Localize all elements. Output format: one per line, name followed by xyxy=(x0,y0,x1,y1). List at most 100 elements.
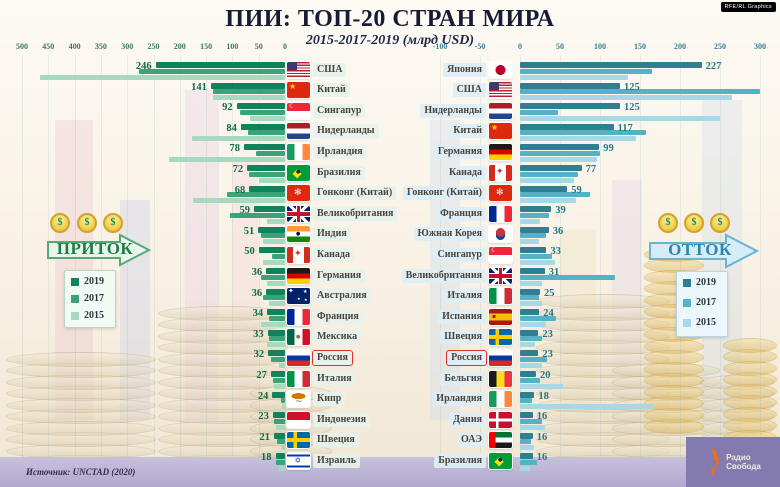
value-label: 16 xyxy=(536,411,548,423)
value-label: 92 xyxy=(222,102,233,114)
bar-2017 xyxy=(280,398,285,404)
axis-tick: 200 xyxy=(674,42,686,51)
flag-emblem: ✦ xyxy=(288,288,294,296)
legend-item: 2019 xyxy=(71,276,104,287)
bar-2017 xyxy=(268,336,285,342)
dollar-coin-icon: $ xyxy=(710,213,730,233)
country-label: Мексика xyxy=(313,330,362,345)
credit-badge: RFE/RL Graphics xyxy=(720,2,776,12)
flag-ca-icon: ✦ xyxy=(489,164,512,181)
torch-icon xyxy=(711,448,719,475)
value-label: 125 xyxy=(624,102,640,114)
legend-swatch xyxy=(683,278,691,287)
bar-2017 xyxy=(520,295,540,301)
flag-br-icon: ◆ ● xyxy=(287,164,310,181)
country-label: Индия xyxy=(313,227,351,242)
value-label: 16 xyxy=(536,452,548,464)
value-label: 72 xyxy=(232,164,244,175)
bar-2019 xyxy=(266,288,285,295)
flag-hk-icon: ✻ xyxy=(489,185,512,202)
flag-emblem: ● xyxy=(296,169,301,175)
bar-2015 xyxy=(520,465,531,471)
bar-2019 xyxy=(272,391,285,398)
flag-es-icon: ▪ xyxy=(489,308,512,325)
bar-2015 xyxy=(520,259,556,265)
bar-2019 xyxy=(253,206,285,213)
value-label: 23 xyxy=(542,328,553,340)
country-label: ОАЭ xyxy=(456,433,486,448)
flag-emblem: ● xyxy=(296,231,301,238)
axis-tick: -100 xyxy=(432,42,448,51)
bar-2017 xyxy=(271,253,285,259)
flag-fr-icon xyxy=(489,205,512,222)
legend-item: 2015 xyxy=(683,317,716,328)
bar-2017 xyxy=(249,171,285,177)
legend-swatch xyxy=(71,294,79,303)
value-label: 31 xyxy=(548,267,560,278)
legend-year-label: 2017 xyxy=(84,293,104,304)
bar-2019 xyxy=(520,309,540,316)
value-label: 23 xyxy=(258,411,269,423)
flag-emblem: ◆ xyxy=(494,453,504,468)
flag-id-icon xyxy=(287,411,310,428)
value-label: 32 xyxy=(253,349,265,361)
bar-2015 xyxy=(250,115,285,121)
legend-item: 2015 xyxy=(71,310,104,321)
flag-gb-icon xyxy=(489,267,512,284)
legend-year-label: 2015 xyxy=(696,317,716,328)
bar-2017 xyxy=(256,150,285,156)
country-label: Австралия xyxy=(313,289,371,304)
country-label: Франция xyxy=(436,206,486,221)
bar-2019 xyxy=(520,123,614,130)
value-label: 36 xyxy=(552,225,564,237)
country-label: Япония xyxy=(443,62,486,77)
flag-emblem: ☾ xyxy=(289,102,296,110)
bar-2015 xyxy=(269,301,285,307)
value-label: 23 xyxy=(542,349,553,361)
outflow-arrow xyxy=(649,233,760,269)
country-label: Германия xyxy=(433,144,486,159)
bar-2015 xyxy=(169,156,285,162)
bar-2015 xyxy=(520,445,534,451)
country-label: Китай xyxy=(313,83,350,98)
value-label: 39 xyxy=(555,205,566,217)
axis-tick: 100 xyxy=(594,42,606,51)
bar-2017 xyxy=(520,315,556,321)
bar-2017 xyxy=(520,130,647,136)
bar-2015 xyxy=(266,342,285,348)
axis-tick: 250 xyxy=(714,42,726,51)
country-label: Дания xyxy=(449,412,486,427)
bar-2017 xyxy=(520,418,543,424)
outflow-arrow-label: ОТТОК xyxy=(668,240,732,259)
bar-2019 xyxy=(520,144,600,151)
country-label: Италия xyxy=(443,289,486,304)
value-label: 117 xyxy=(617,122,633,134)
flag-emblem: ✻ xyxy=(496,187,504,198)
flag-ru-icon xyxy=(489,349,512,366)
inflow-arrow-label: ПРИТОК xyxy=(56,239,134,258)
value-label: 33 xyxy=(253,328,264,340)
value-label: 51 xyxy=(243,225,255,237)
country-label: Сингапур xyxy=(313,103,366,118)
bar-2017 xyxy=(520,377,540,383)
axis-tick: 400 xyxy=(68,42,81,51)
legend-year-label: 2019 xyxy=(84,276,104,287)
bar-2015 xyxy=(520,383,564,389)
country-label: Ирландия xyxy=(313,144,367,159)
axis-tick: 350 xyxy=(94,42,107,51)
country-label: Израиль xyxy=(313,453,361,468)
bar-2019 xyxy=(267,329,285,336)
flag-sg-icon: ☾ xyxy=(287,102,310,119)
country-label: Нидерланды xyxy=(313,124,379,139)
bar-2019 xyxy=(520,432,533,439)
bar-2017 xyxy=(262,295,285,301)
country-label: Италия xyxy=(313,371,356,386)
flag-fr-icon xyxy=(287,308,310,325)
radio-svoboda-logo: Радио Свобода xyxy=(686,437,780,487)
flag-emblem: ▪ xyxy=(492,312,497,320)
flag-it-icon xyxy=(287,370,310,387)
value-label: 227 xyxy=(705,61,722,72)
bar-2017 xyxy=(520,253,552,259)
axis-tick: 200 xyxy=(173,42,186,51)
